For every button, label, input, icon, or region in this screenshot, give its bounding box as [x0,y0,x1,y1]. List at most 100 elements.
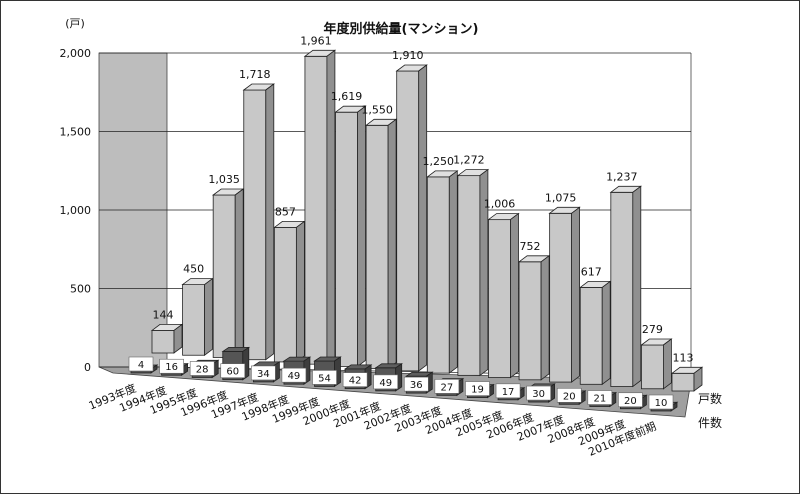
bar-front-face [151,329,175,354]
bar-households [395,64,428,372]
bar-value-box-cases [312,370,337,385]
x-axis: 1993年度1994年度1995年度1996年度1997年度1998年度1999… [87,381,659,459]
bar-value-box-cases [434,379,460,394]
bar-value-label-households: 1,961 [300,34,332,47]
bar-front-face [579,287,603,385]
bar-value-box-cases [189,361,215,376]
bar-side-face [387,118,397,370]
bar-value-box-cases [220,363,246,379]
bar-side-face [632,185,642,388]
bar-value-box-cases [526,385,551,401]
bar-households [334,105,367,368]
series-label-households: 戸数 [698,391,722,406]
bar-households [517,255,551,381]
bar-value-label-cases: 28 [196,364,209,375]
bar-front-face [426,176,450,374]
bar-value-label-households: 1,237 [606,170,638,183]
bar-households [609,185,642,388]
bar-value-label-cases: 60 [226,367,239,378]
bar-value-label-cases: 4 [138,360,144,371]
bar-value-label-households: 279 [642,323,663,336]
bar-households [211,188,245,359]
bar-value-box-cases [128,356,154,372]
bar-front-face [641,344,664,390]
bar-households [242,83,275,361]
bar-side-face [693,366,703,392]
bar-value-label-cases: 10 [655,398,668,409]
bar-side-face [448,170,458,374]
bar-value-label-cases: 54 [318,373,331,384]
bar-households [640,338,673,390]
bar-front-face [549,212,573,383]
bar-side-face [601,280,611,386]
bar-front-face [518,261,542,381]
bar-front-face [671,372,695,392]
bar-side-face [295,220,305,363]
bar-value-label-households: 1,910 [392,49,424,62]
y-tick-label: 2,000 [60,47,92,60]
bar-front-face [488,219,511,378]
bar-side-face [204,277,214,357]
bar-households [273,220,306,363]
bar-side-face [510,212,519,379]
bar-value-label-cases: 42 [349,376,362,387]
bar-side-face [479,168,489,377]
bar-value-box-cases [556,387,582,403]
bar-value-label-households: 1,075 [545,191,577,204]
bar-value-box-cases [281,367,307,383]
bar-value-box-cases [251,365,276,381]
bar-side-face [663,338,672,390]
bar-side-face [418,64,428,372]
bar-value-label-cases: 49 [379,378,392,389]
bar-households [579,280,612,386]
bar-value-label-cases: 20 [624,396,637,407]
y-unit-label: (戸) [65,17,85,30]
bar-value-label-households: 113 [673,351,694,364]
bar-value-label-households: 1,619 [331,90,363,103]
bar-front-face [457,175,481,376]
y-axis: 0 500 1,000 1,500 2,000 [60,47,92,374]
bar-value-box-cases [159,358,184,374]
series-label-cases: 件数 [698,415,722,430]
bar-value-label-households: 1,035 [208,173,240,186]
bar-value-label-households: 752 [520,240,541,253]
bar-households [150,323,184,354]
bar-side-face [540,255,550,381]
bar-value-label-cases: 34 [257,369,270,380]
bar-value-label-cases: 21 [593,394,606,405]
bar-side-face [234,188,244,359]
bar-front-face [335,111,358,367]
bar-value-label-cases: 49 [288,371,301,382]
bar-side-face [571,206,580,383]
bar-front-face [365,124,389,370]
bar-households [670,366,704,392]
bar-value-label-households: 450 [183,263,204,276]
bar-households [426,170,459,374]
bar-value-label-households: 857 [275,205,296,218]
bar-value-label-households: 1,250 [423,155,455,168]
bar-value-box-cases [618,392,643,408]
bar-households [548,206,581,383]
bar-value-box-cases [587,390,613,405]
bar-value-label-cases: 20 [563,391,576,402]
bar-value-label-cases: 30 [532,389,545,400]
bar-side-face [265,83,275,361]
y-tick-label: 0 [84,361,91,374]
bar-value-label-cases: 36 [410,380,423,391]
bar-front-face [273,226,297,363]
bar-value-label-households: 617 [581,265,602,278]
bar-value-label-cases: 27 [441,382,454,393]
bar-value-box-cases [465,381,490,396]
bar-value-label-cases: 17 [502,387,515,398]
y-tick-label: 500 [70,283,91,296]
bar-side-face [173,323,183,354]
bar-value-label-households: 1,006 [484,198,516,211]
bar-value-box-cases [648,394,674,410]
bar-value-label-cases: 19 [471,385,484,396]
bar-value-box-cases [403,376,429,392]
bar-value-label-households: 144 [153,308,174,321]
series-cases-bars: 4 16 28 60 34 49 54 42 49 36 27 19 17 30 20 21 20 10 [128,346,679,412]
